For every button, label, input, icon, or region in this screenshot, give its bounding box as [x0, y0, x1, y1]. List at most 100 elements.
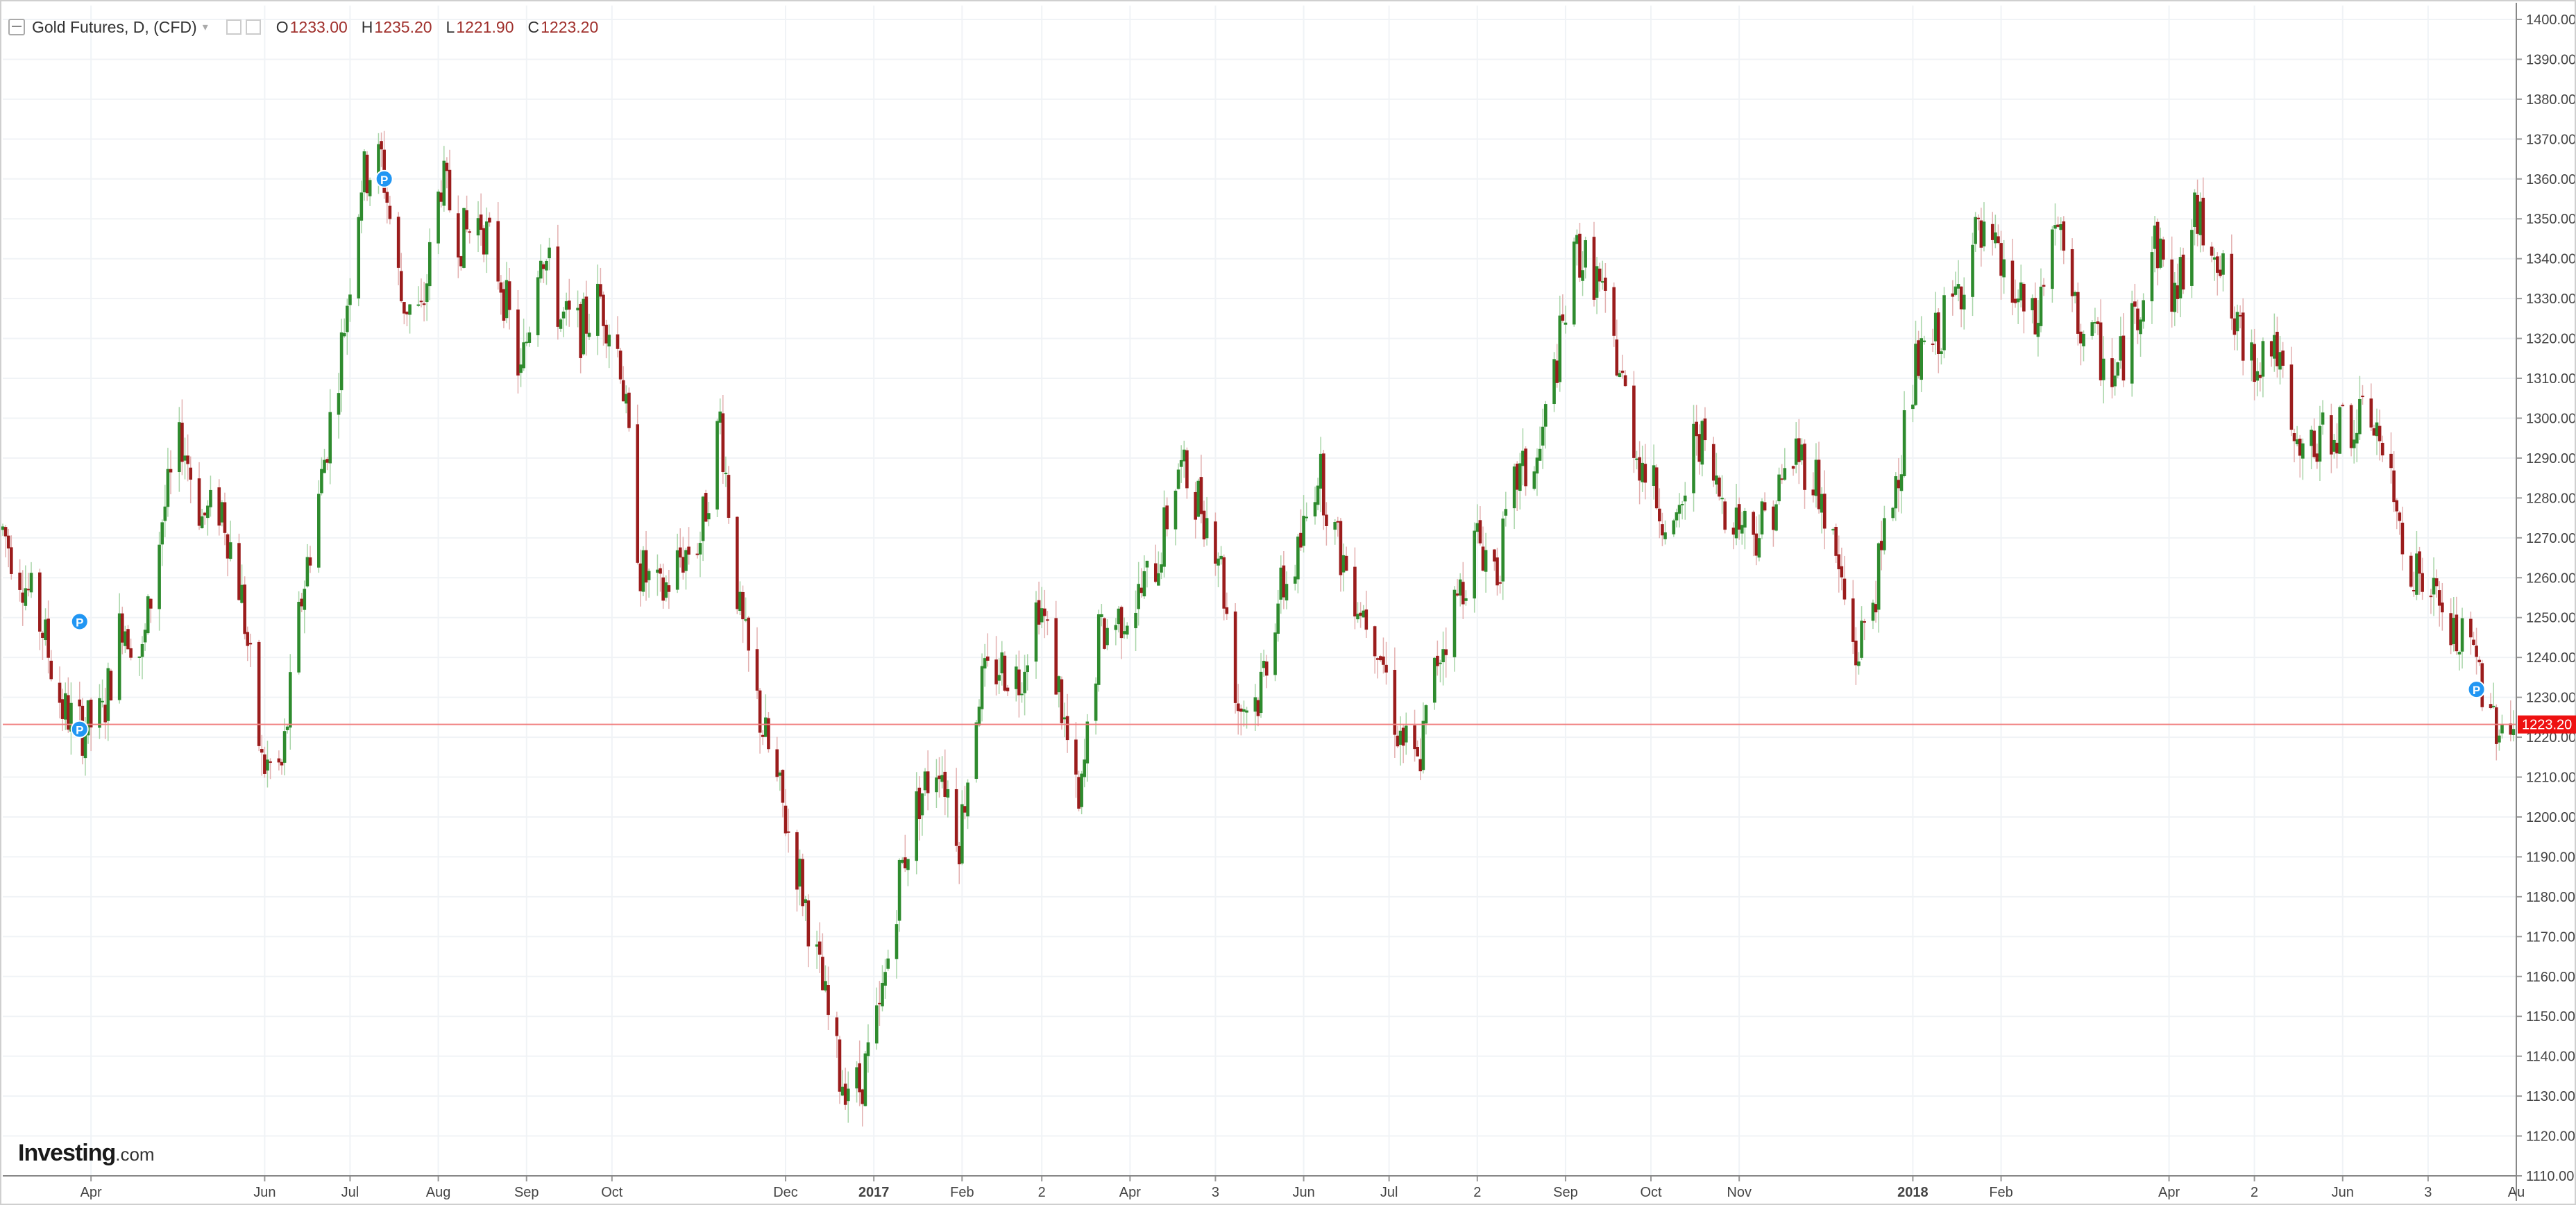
collapse-icon[interactable]	[8, 19, 25, 35]
candle-body	[2062, 221, 2066, 251]
high-value: 1235.20	[374, 17, 432, 36]
open-label: O	[276, 17, 289, 36]
candle-body	[1362, 610, 1366, 618]
candle-body	[1236, 703, 1240, 711]
candle-body	[783, 805, 788, 834]
y-tick-label: 1280.00	[2526, 491, 2576, 506]
candle-body	[1436, 655, 1439, 666]
candle-body	[1532, 471, 1536, 489]
symbol-title[interactable]: Gold Futures, D, (CFD)	[32, 17, 197, 36]
settings-icon[interactable]	[226, 19, 242, 35]
candle-body	[140, 643, 144, 657]
candle-body	[835, 1017, 839, 1036]
candle-body	[1555, 360, 1559, 383]
candle-body	[681, 557, 685, 573]
candle-body	[1276, 603, 1280, 634]
candle-body	[2022, 283, 2026, 312]
x-tick-label: 2017	[858, 1185, 890, 1200]
candle-body	[507, 281, 511, 310]
candle-body	[1584, 240, 1587, 268]
candle-body	[1831, 529, 1835, 531]
candle-body	[1253, 697, 1257, 712]
candle-body	[1017, 669, 1021, 696]
candle-body	[46, 618, 50, 658]
candle-body	[923, 771, 927, 791]
candle-body	[1922, 340, 1926, 342]
candle-body	[2415, 553, 2418, 595]
candle-body	[203, 512, 207, 516]
candle-body	[226, 534, 230, 559]
investing-logo[interactable]: Investing.com	[18, 1140, 155, 1167]
candle-body	[2099, 322, 2103, 380]
candle-body	[1040, 608, 1044, 623]
candle-body	[2273, 335, 2276, 359]
candle-body	[2119, 336, 2123, 361]
candle-body	[855, 1067, 858, 1089]
candle-body	[2042, 285, 2046, 287]
candle-body	[747, 617, 751, 651]
candle-body	[1062, 717, 1067, 720]
candle-body	[58, 682, 62, 703]
candle-body	[2369, 398, 2373, 428]
candle-body	[405, 312, 409, 314]
candle-body	[1772, 506, 1775, 530]
candle-body	[1493, 549, 1496, 562]
candle-body	[579, 304, 582, 358]
candle-body	[143, 630, 147, 643]
event-marker	[2467, 680, 2486, 699]
candle-body	[1057, 676, 1061, 693]
candle-body	[1592, 237, 1596, 300]
candle-body	[1612, 287, 1616, 336]
candle-body	[744, 619, 747, 621]
candle-body	[1441, 649, 1445, 663]
candle-body	[285, 726, 289, 730]
candle-body	[1899, 474, 1904, 491]
chevron-down-icon[interactable]: ▾	[202, 22, 208, 33]
candle-body	[1085, 721, 1090, 764]
candle-body	[1615, 339, 1619, 376]
candle-body	[41, 632, 44, 639]
candle-body	[2051, 229, 2054, 289]
candle-body	[561, 311, 566, 319]
candle-body	[1382, 656, 1385, 665]
candle-body	[86, 700, 90, 736]
candle-body	[169, 469, 173, 473]
candle-body	[209, 489, 212, 507]
candle-body	[44, 619, 47, 641]
candle-body	[966, 782, 969, 817]
candle-body	[1623, 375, 1627, 387]
y-tick-label: 1370.00	[2526, 132, 2576, 147]
candle-body	[217, 487, 221, 526]
candle-body	[1575, 235, 1579, 244]
candle-body	[1094, 683, 1098, 721]
candle-body	[738, 591, 742, 612]
logo-suffix: .com	[115, 1144, 155, 1165]
candle-body	[2250, 342, 2253, 361]
close-icon[interactable]	[245, 19, 261, 35]
candle-body	[2196, 194, 2199, 234]
candle-body	[2238, 314, 2242, 317]
candle-body	[1119, 607, 1124, 639]
candle-body	[2212, 257, 2217, 260]
candle-body	[303, 589, 307, 610]
candle-body	[840, 1086, 845, 1096]
y-tick-label: 1360.00	[2526, 172, 2576, 187]
y-tick-label: 1110.00	[2526, 1169, 2574, 1184]
x-tick-label: Sep	[1553, 1185, 1578, 1200]
candle-body	[664, 582, 668, 598]
candle-body	[137, 656, 142, 658]
candle-body	[1219, 555, 1223, 559]
candle-body	[741, 591, 745, 620]
candle-body	[2255, 371, 2260, 381]
candle-body	[938, 775, 941, 780]
candle-body	[556, 246, 560, 327]
candle-body	[197, 478, 201, 526]
candle-body	[499, 282, 503, 293]
candle-body	[1572, 242, 1576, 325]
candle-body	[985, 656, 990, 661]
candle-body	[1162, 507, 1166, 567]
candle-body	[698, 543, 702, 555]
x-tick-label: Jul	[1380, 1185, 1398, 1200]
candle-body	[2298, 438, 2302, 456]
